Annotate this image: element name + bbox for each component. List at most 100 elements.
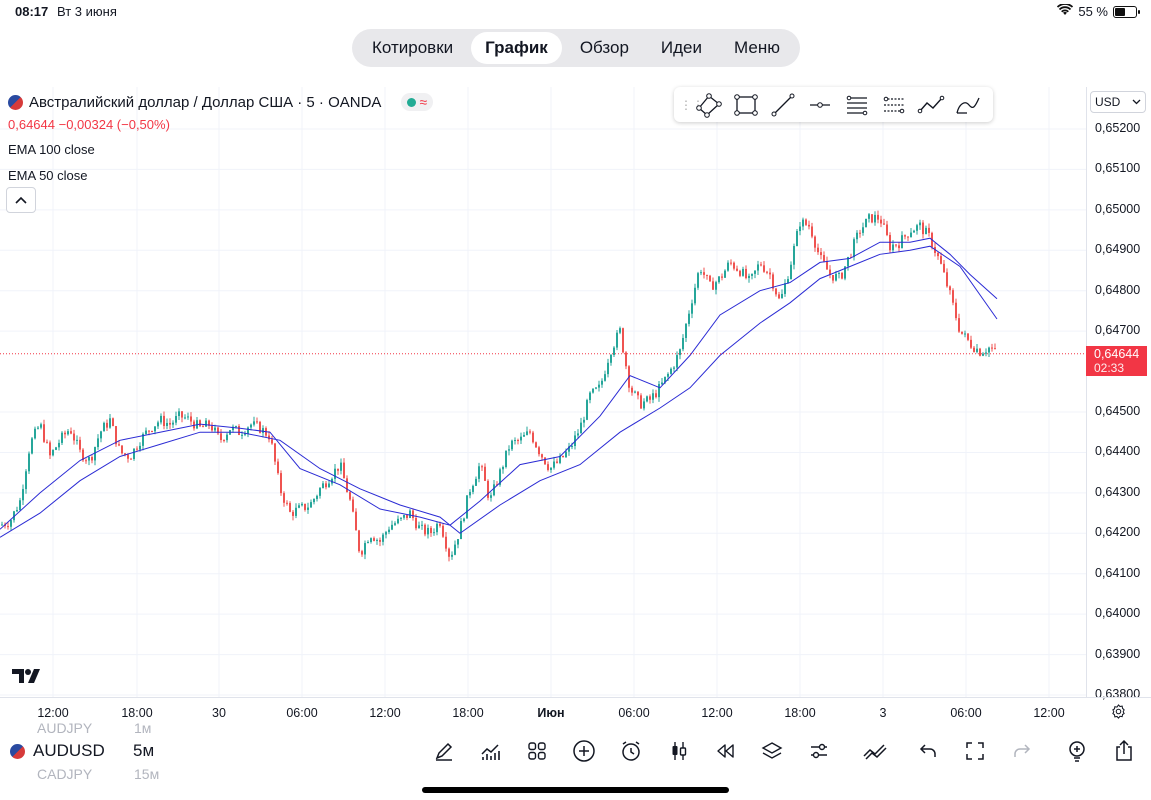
candle-body bbox=[901, 235, 903, 249]
candle-body bbox=[121, 445, 123, 454]
tab-chart[interactable]: График bbox=[471, 32, 562, 64]
candle-body bbox=[25, 471, 27, 490]
candle-body bbox=[421, 524, 423, 526]
indicator-ema100[interactable]: EMA 100 close bbox=[8, 142, 95, 157]
candle-body bbox=[763, 265, 765, 272]
rectangle-tool-icon[interactable] bbox=[727, 87, 764, 122]
candle-body bbox=[1, 524, 3, 526]
candle-body bbox=[205, 420, 207, 427]
candle-body bbox=[184, 417, 186, 419]
compare-lines-icon[interactable] bbox=[861, 737, 889, 765]
candle-body bbox=[10, 520, 12, 527]
drag-handle-icon[interactable]: ⋮⋮ bbox=[680, 97, 704, 112]
time-axis[interactable]: 12:00 18:00 30 06:00 12:00 18:00 Июн 06:00 12:00… bbox=[0, 697, 1151, 728]
candle-body bbox=[592, 388, 594, 393]
undo-icon[interactable] bbox=[914, 737, 942, 765]
time-tick-label: 18:00 bbox=[121, 706, 153, 720]
templates-grid-icon[interactable] bbox=[523, 737, 551, 765]
collapse-legend-button[interactable] bbox=[6, 187, 36, 213]
candle-body bbox=[877, 214, 879, 220]
candle-body bbox=[313, 498, 315, 503]
candle-body bbox=[391, 524, 393, 530]
candle-body bbox=[100, 431, 102, 439]
candle-body bbox=[274, 443, 276, 462]
price-tick-label: 0,64000 bbox=[1095, 606, 1141, 621]
candle-body bbox=[463, 518, 465, 522]
status-bar: 08:17 Вт 3 июня 55 % bbox=[0, 0, 1151, 24]
tab-menu[interactable]: Меню bbox=[734, 38, 780, 57]
candle-body bbox=[691, 303, 693, 314]
candle-body bbox=[940, 256, 942, 264]
replay-icon[interactable] bbox=[711, 737, 739, 765]
tab-ideas[interactable]: Идеи bbox=[660, 38, 703, 57]
candle-body bbox=[322, 483, 324, 489]
candle-body bbox=[658, 384, 660, 398]
tab-overview[interactable]: Обзор bbox=[579, 38, 629, 57]
candle-body bbox=[277, 461, 279, 474]
trend-line-tool-icon[interactable] bbox=[764, 87, 801, 122]
candle-body bbox=[475, 478, 477, 486]
candle-body bbox=[670, 368, 672, 374]
parallel-channel-tool-icon[interactable] bbox=[875, 87, 912, 122]
fullscreen-icon[interactable] bbox=[961, 737, 989, 765]
symbol-label: AUDUSD bbox=[33, 741, 105, 760]
battery-percent: 55 % bbox=[1078, 4, 1108, 19]
price-axis[interactable]: 0,65200 0,65100 0,65000 0,64900 0,64800 0,647… bbox=[1086, 87, 1151, 701]
price-tick-label: 0,65000 bbox=[1095, 201, 1141, 216]
candle-body bbox=[343, 462, 345, 479]
candle-body bbox=[529, 431, 531, 433]
candle-body bbox=[568, 446, 570, 452]
candle-body bbox=[73, 433, 75, 441]
alarm-icon[interactable] bbox=[617, 737, 645, 765]
last-price-tag: 0,64644 02:33 bbox=[1086, 346, 1147, 376]
candle-body bbox=[943, 263, 945, 273]
currency-select[interactable]: USD bbox=[1090, 91, 1146, 113]
candle-body bbox=[679, 349, 681, 356]
settings-sliders-icon[interactable] bbox=[805, 737, 833, 765]
add-symbol-icon[interactable] bbox=[570, 737, 598, 765]
candle-body bbox=[202, 426, 204, 428]
ideas-bulb-icon[interactable] bbox=[1063, 737, 1091, 765]
candle-body bbox=[766, 271, 768, 273]
candle-body bbox=[328, 483, 330, 488]
settings-gear-icon[interactable] bbox=[1111, 704, 1126, 724]
candle-body bbox=[682, 337, 684, 350]
ghost-tf-above: 1м bbox=[134, 720, 152, 736]
candle-body bbox=[646, 396, 648, 402]
indicator-ema50[interactable]: EMA 50 close bbox=[8, 168, 88, 183]
brush-tool-icon[interactable] bbox=[949, 87, 986, 122]
candle-body bbox=[793, 245, 795, 265]
candle-body bbox=[667, 373, 669, 377]
time-tick-label: 30 bbox=[212, 706, 226, 720]
indicators-icon[interactable] bbox=[476, 737, 504, 765]
candle-body bbox=[796, 231, 798, 246]
candles-icon[interactable] bbox=[665, 737, 693, 765]
timeframe-picker[interactable]: 5м bbox=[133, 741, 155, 760]
candle-body bbox=[949, 286, 951, 291]
candle-body bbox=[439, 523, 441, 526]
polyline-tool-icon[interactable] bbox=[690, 87, 727, 122]
price-chart[interactable] bbox=[0, 87, 1086, 697]
price-tick-label: 0,64500 bbox=[1095, 404, 1141, 418]
drawing-pen-icon[interactable] bbox=[430, 737, 458, 765]
candle-body bbox=[856, 232, 858, 240]
candle-body bbox=[508, 449, 510, 451]
candle-body bbox=[922, 222, 924, 235]
horizontal-ray-tool-icon[interactable] bbox=[801, 87, 838, 122]
candle-body bbox=[484, 466, 486, 481]
path-tool-icon[interactable] bbox=[912, 87, 949, 122]
market-status-badge[interactable]: ≈ bbox=[401, 93, 434, 111]
tab-quotes[interactable]: Котировки bbox=[372, 38, 454, 57]
candle-body bbox=[166, 422, 168, 427]
candle-body bbox=[94, 447, 96, 461]
legend-symbol-row[interactable]: Австралийский доллар / Доллар США · 5 · … bbox=[8, 93, 434, 111]
candle-body bbox=[970, 339, 972, 348]
symbol-picker[interactable]: AUDUSD bbox=[10, 741, 105, 761]
candle-body bbox=[64, 432, 66, 435]
layers-icon[interactable] bbox=[758, 737, 786, 765]
ghost-tf-below: 15м bbox=[134, 766, 160, 782]
candle-body bbox=[532, 432, 534, 443]
share-icon[interactable] bbox=[1110, 737, 1138, 765]
fib-retracement-tool-icon[interactable] bbox=[838, 87, 875, 122]
candle-body bbox=[82, 449, 84, 461]
